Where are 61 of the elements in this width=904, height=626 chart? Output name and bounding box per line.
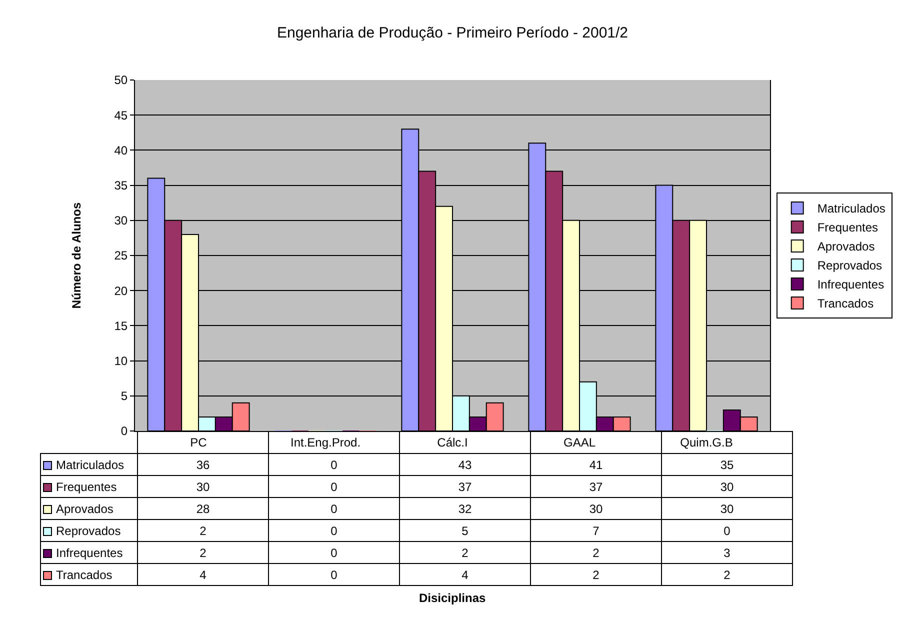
data-label: 0	[268, 454, 400, 476]
data-label: 43	[400, 454, 530, 476]
data-label: 35	[662, 454, 792, 476]
data-label: 2	[530, 564, 662, 586]
y-axis-title: Número de Alunos	[70, 202, 84, 309]
x-tick-label: GAAL	[563, 435, 596, 450]
text: Disiciplinas	[419, 591, 486, 605]
data-label: 2	[530, 542, 662, 564]
data-label: 2	[662, 564, 792, 586]
legend-label: Reprovados	[56, 524, 121, 538]
legend-label: Frequentes	[56, 480, 117, 494]
data-label: 0	[268, 542, 400, 564]
chart-title: Engenharia de Produção - Primeiro Período - 2001/2	[276, 24, 628, 42]
data-label: 2	[400, 542, 530, 564]
data-label: 3	[662, 542, 792, 564]
text: Infrequentes	[56, 546, 123, 560]
y-tick-label: 25	[114, 248, 128, 263]
y-tick-label: 20	[114, 284, 128, 298]
data-label: 0	[268, 476, 400, 498]
data-label: 30	[662, 476, 792, 498]
text: Matriculados	[817, 202, 886, 216]
data-label: 4	[138, 564, 268, 586]
data-label: 37	[530, 476, 662, 498]
data-label: 0	[268, 520, 400, 542]
x-tick-label: Int.Eng.Prod.	[290, 435, 361, 450]
text: Trancados	[56, 568, 112, 582]
data-label: 30	[530, 498, 662, 520]
text: Frequentes	[817, 220, 878, 235]
data-label: 7	[530, 520, 662, 542]
legend-label: Infrequentes	[817, 278, 884, 292]
y-tick-label: 45	[114, 108, 128, 122]
data-label: 36	[138, 454, 268, 476]
y-tick-label: 0	[120, 424, 128, 438]
data-label: 41	[530, 454, 662, 476]
data-label: 5	[400, 520, 530, 542]
y-tick-label: 40	[114, 143, 128, 158]
text: Aprovados	[817, 240, 875, 254]
y-tick-label: 35	[114, 178, 128, 192]
y-tick-label: 10	[114, 354, 128, 368]
data-label: 0	[662, 520, 792, 542]
data-label: 2	[138, 542, 268, 564]
y-tick-label: 30	[114, 214, 128, 228]
data-label: 0	[268, 564, 400, 586]
data-label: 30	[138, 476, 268, 498]
legend-label: Matriculados	[56, 458, 124, 472]
data-label: 30	[662, 498, 792, 520]
data-label: 0	[268, 498, 400, 520]
data-label: 37	[400, 476, 530, 498]
data-label: 2	[138, 520, 268, 542]
x-tick-label: Quim.G.B	[680, 435, 733, 450]
y-tick-label: 50	[114, 73, 128, 88]
y-tick-label: 15	[114, 318, 128, 333]
text: Reprovados	[817, 258, 882, 273]
data-label: 4	[400, 564, 530, 586]
data-label: 28	[138, 498, 268, 520]
legend-label: Trancados	[817, 296, 874, 311]
legend-label: Aprovados	[56, 502, 114, 516]
x-tick-label: PC	[190, 435, 208, 450]
y-tick-label: 5	[120, 389, 128, 404]
x-tick-label: Cálc.I	[437, 435, 468, 450]
data-label: 32	[400, 498, 530, 520]
